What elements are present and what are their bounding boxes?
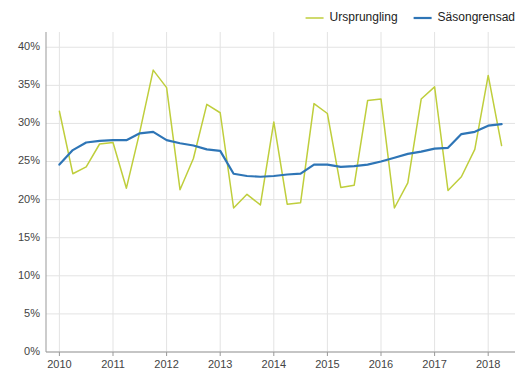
y-tick-label: 40% (18, 40, 40, 52)
x-grid-line (166, 32, 167, 352)
x-grid-line (113, 32, 114, 352)
x-grid-line (273, 32, 274, 352)
series-line (59, 70, 501, 208)
y-grid-line (46, 275, 515, 276)
x-grid-line (59, 32, 60, 352)
x-tick (113, 352, 114, 356)
x-tick (434, 352, 435, 356)
axes: 0% 5% 10% 15% 20% 25% 30% 35% 40% 2010 2011 2012 201… (18, 32, 515, 370)
y-tick-label: 5% (24, 307, 40, 319)
x-axis-line (46, 352, 515, 353)
x-tick (381, 352, 382, 356)
x-tick-label: 2018 (476, 358, 500, 370)
series-lines (59, 70, 501, 208)
y-tick-label: 35% (18, 78, 40, 90)
legend-swatch (414, 17, 432, 19)
x-tick (273, 352, 274, 356)
legend-label: Ursprungling (330, 10, 398, 24)
y-tick-label: 25% (18, 154, 40, 166)
x-tick-label: 2012 (154, 358, 178, 370)
y-axis-line (46, 32, 47, 352)
x-tick-label: 2016 (369, 358, 393, 370)
x-grid-line (327, 32, 328, 352)
x-tick-label: 2014 (262, 358, 286, 370)
x-tick-label: 2013 (208, 358, 232, 370)
x-tick-label: 2017 (422, 358, 446, 370)
chart: 0% 5% 10% 15% 20% 25% 30% 35% 40% 2010 2011 2012 201… (0, 0, 529, 378)
x-grid-line (434, 32, 435, 352)
y-tick-label: 30% (18, 116, 40, 128)
y-grid-line (46, 352, 515, 353)
y-tick-label: 10% (18, 269, 40, 281)
y-tick-label: 15% (18, 231, 40, 243)
x-tick (59, 352, 60, 356)
y-tick-label: 20% (18, 193, 40, 205)
grid (46, 32, 515, 352)
x-tick-label: 2015 (315, 358, 339, 370)
x-tick-label: 2010 (47, 358, 71, 370)
series-line (59, 124, 501, 177)
y-grid-line (46, 237, 515, 238)
x-tick (488, 352, 489, 356)
x-tick (166, 352, 167, 356)
y-grid-line (46, 199, 515, 200)
x-tick-label: 2011 (101, 358, 125, 370)
x-tick (327, 352, 328, 356)
legend: Säsongrensad Ursprungling (306, 10, 515, 24)
legend-swatch (306, 17, 324, 19)
x-tick (220, 352, 221, 356)
y-grid-line (46, 47, 515, 48)
y-tick-label: 0% (24, 345, 40, 357)
y-grid-line (46, 313, 515, 314)
x-grid-line (381, 32, 382, 352)
legend-label: Säsongrensad (438, 10, 515, 24)
y-grid-line (46, 123, 515, 124)
x-grid-line (220, 32, 221, 352)
y-grid-line (46, 85, 515, 86)
